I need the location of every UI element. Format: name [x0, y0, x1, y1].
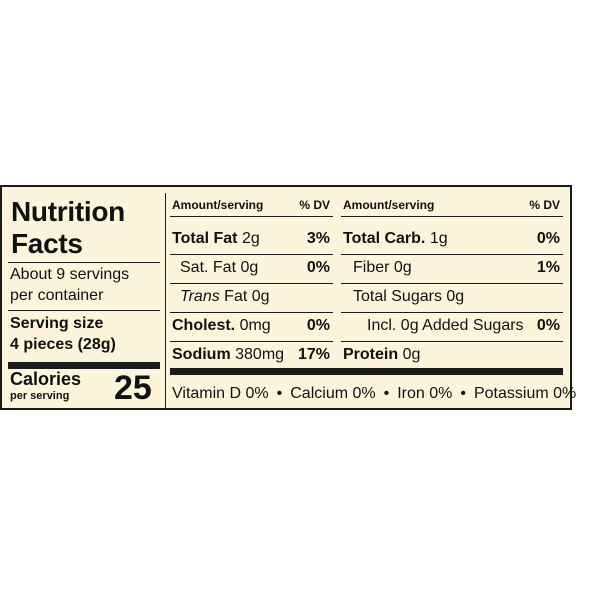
- vitamins-minerals: Vitamin D 0% • Calcium 0% • Iron 0% • Potassiu…: [172, 385, 576, 403]
- nutrient-protein: Protein 0g: [343, 346, 420, 364]
- divider: [341, 341, 563, 342]
- separator: •: [460, 385, 466, 402]
- thick-divider: [8, 362, 160, 369]
- calories-per-serving: per serving: [10, 390, 70, 402]
- dv-fiber: 1%: [536, 259, 560, 276]
- vitamin-d: Vitamin D 0%: [172, 385, 269, 402]
- divider: [170, 312, 333, 313]
- nutrient-total-fat: Total Fat 2g: [172, 230, 260, 248]
- divider: [170, 341, 333, 342]
- calcium: Calcium 0%: [290, 385, 376, 402]
- nutrient-name: Sodium: [172, 346, 231, 363]
- nutrient-amount: 0g: [402, 346, 421, 363]
- iron: Iron 0%: [397, 385, 453, 402]
- servings-line-2: per container: [10, 287, 104, 304]
- divider: [8, 262, 160, 263]
- divider: [341, 283, 563, 284]
- nutrient-amount: 0mg: [239, 317, 271, 334]
- dv-total-carb: 0%: [536, 230, 560, 247]
- dv-total-fat: 3%: [306, 230, 330, 247]
- nutrient-cholesterol: Cholest. 0mg: [172, 317, 271, 335]
- divider: [8, 310, 160, 311]
- nutrient-added-sugars: Incl. 0g Added Sugars: [367, 317, 524, 334]
- nutrient-amount: 0g: [240, 259, 259, 276]
- nutrient-amount: Fat 0g: [224, 288, 270, 305]
- divider: [170, 283, 333, 284]
- right-header-amount: Amount/serving: [343, 198, 435, 212]
- nutrient-amount: 0g: [393, 259, 412, 276]
- nutrient-amount: 380mg: [235, 346, 285, 363]
- serving-size-label: Serving size: [10, 315, 104, 332]
- nutrient-name: Protein: [343, 346, 399, 363]
- servings-line-1: About 9 servings: [10, 266, 130, 283]
- dv-sat-fat: 0%: [306, 259, 330, 276]
- nutrient-fiber: Fiber 0g: [353, 259, 412, 277]
- title-line-1: Nutrition: [11, 196, 125, 227]
- nutrient-amount: 2g: [241, 230, 260, 247]
- nutrient-sodium: Sodium 380mg: [172, 346, 284, 364]
- nutrient-name: Total Fat: [172, 230, 238, 247]
- nutrient-name: Fiber: [353, 259, 390, 276]
- nutrient-trans-fat: Trans Fat 0g: [180, 288, 270, 306]
- divider: [170, 216, 333, 217]
- nutrient-name: Total Sugars: [353, 288, 442, 305]
- servings-per-container: About 9 servings per container: [10, 264, 129, 306]
- nutrient-sat-fat: Sat. Fat 0g: [180, 259, 258, 277]
- title: Nutrition Facts: [11, 196, 125, 260]
- dv-cholesterol: 0%: [306, 317, 330, 334]
- divider: [341, 254, 563, 255]
- left-header-dv: % DV: [299, 198, 330, 212]
- dv-added-sugars: 0%: [536, 317, 560, 334]
- title-line-2: Facts: [11, 228, 83, 259]
- potassium: Potassium 0%: [473, 385, 577, 402]
- nutrient-amount: 0g: [446, 288, 465, 305]
- nutrient-amount: 1g: [429, 230, 448, 247]
- nutrient-total-sugars: Total Sugars 0g: [353, 288, 464, 306]
- separator: •: [276, 385, 283, 402]
- vertical-divider: [165, 193, 166, 409]
- calories-value: 25: [114, 369, 152, 407]
- left-header-amount: Amount/serving: [172, 198, 264, 212]
- nutrient-name: Total Carb.: [343, 230, 426, 247]
- separator: •: [383, 385, 390, 402]
- right-header-dv: % DV: [529, 198, 560, 212]
- nutrition-facts-label: Nutrition Facts About 9 servings per con…: [0, 185, 576, 410]
- nutrient-name: Trans: [180, 288, 220, 305]
- thick-divider: [170, 368, 563, 375]
- calories-label: Calories: [10, 369, 82, 389]
- divider: [341, 216, 563, 217]
- dv-sodium: 17%: [297, 346, 330, 363]
- nutrient-name: Sat. Fat: [180, 259, 237, 276]
- divider: [341, 312, 563, 313]
- divider: [170, 254, 333, 255]
- serving-size: Serving size 4 pieces (28g): [10, 313, 116, 355]
- nutrient-name: Cholest.: [172, 317, 236, 334]
- serving-size-value: 4 pieces (28g): [10, 336, 116, 353]
- nutrient-total-carb: Total Carb. 1g: [343, 230, 448, 248]
